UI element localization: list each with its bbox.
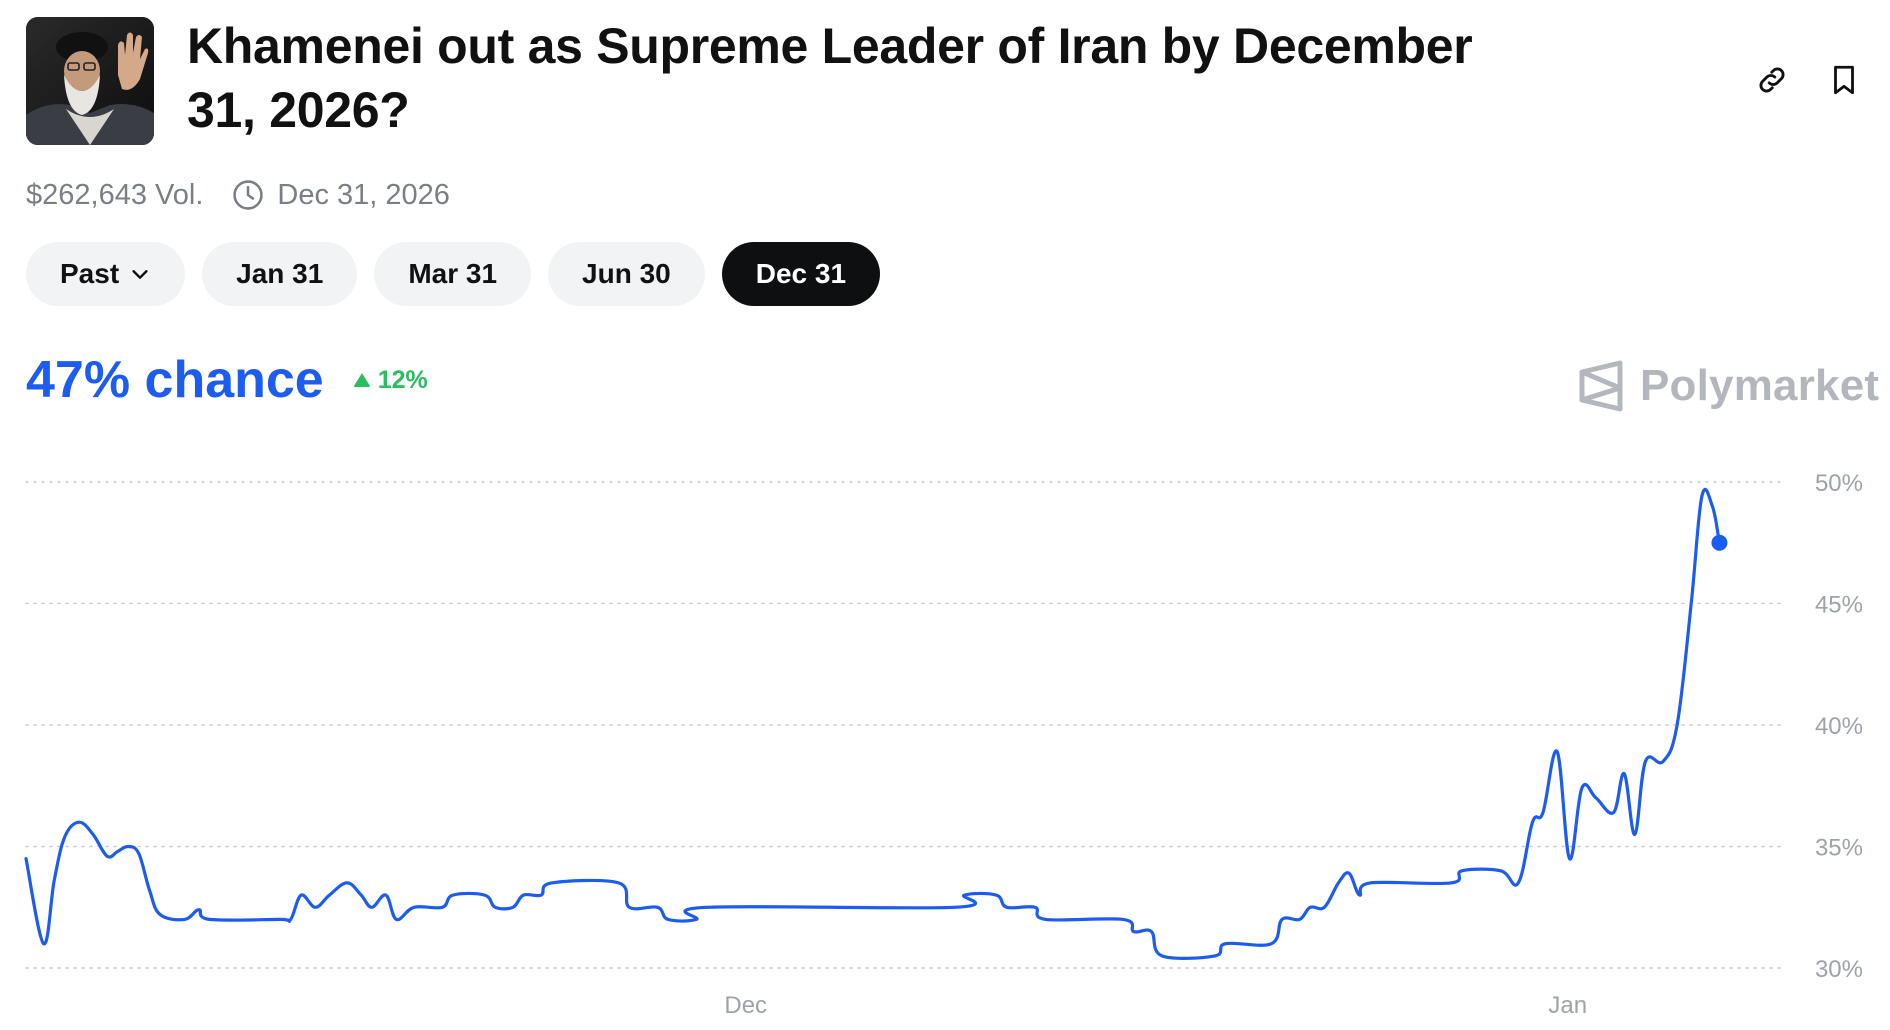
tab-label: Past bbox=[60, 258, 120, 289]
probability-chart: 50% 45% 40% 35% 30% Dec Jan bbox=[24, 470, 1863, 1019]
market-title: Khamenei out as Supreme Leader of Iran b… bbox=[187, 18, 1473, 138]
y-axis-ticks: 50% 45% 40% 35% 30% bbox=[1815, 470, 1863, 983]
chevron-down-icon bbox=[129, 263, 151, 285]
x-tick-label: Dec bbox=[724, 992, 767, 1019]
chart-gridlines bbox=[25, 481, 1786, 969]
bookmark-button[interactable] bbox=[1824, 60, 1864, 100]
date-tabs: Past Jan 31 Mar 31 Jun 30 Dec 31 bbox=[26, 242, 881, 306]
change-value: 12% bbox=[377, 365, 428, 394]
market-thumbnail bbox=[26, 17, 154, 145]
tab-dec-31[interactable]: Dec 31 bbox=[721, 242, 881, 306]
y-tick-label: 40% bbox=[1815, 713, 1863, 740]
link-icon bbox=[1759, 67, 1785, 93]
y-tick-label: 50% bbox=[1815, 470, 1863, 497]
tab-jan-31[interactable]: Jan 31 bbox=[202, 242, 358, 306]
chance-display: 47% chance 12% bbox=[26, 350, 428, 410]
market-meta: $262,643 Vol. Dec 31, 2026 bbox=[26, 178, 450, 212]
x-axis-ticks: Dec Jan bbox=[724, 992, 1587, 1019]
tab-jun-30[interactable]: Jun 30 bbox=[548, 242, 705, 306]
volume-text: $262,643 Vol. bbox=[26, 178, 204, 211]
tab-past[interactable]: Past bbox=[26, 242, 186, 306]
brand-name: Polymarket bbox=[1640, 361, 1880, 410]
probability-line bbox=[24, 487, 1721, 960]
tab-mar-31[interactable]: Mar 31 bbox=[374, 242, 532, 306]
x-tick-label: Jan bbox=[1548, 992, 1587, 1019]
copy-link-button[interactable] bbox=[1752, 60, 1792, 100]
portrait-image bbox=[26, 17, 154, 145]
chance-value: 47% chance bbox=[26, 351, 324, 409]
triangle-up-icon bbox=[353, 373, 370, 387]
bookmark-icon bbox=[1834, 65, 1854, 95]
clock-icon bbox=[231, 178, 265, 212]
end-date-text: Dec 31, 2026 bbox=[277, 178, 450, 211]
y-tick-label: 35% bbox=[1815, 835, 1863, 862]
current-value-dot bbox=[1711, 534, 1728, 551]
polymarket-logo-icon bbox=[1579, 360, 1623, 412]
chance-change: 12% bbox=[352, 366, 428, 395]
y-tick-label: 30% bbox=[1815, 956, 1863, 983]
y-tick-label: 45% bbox=[1815, 592, 1863, 619]
polymarket-brand: Polymarket bbox=[1578, 360, 1879, 412]
